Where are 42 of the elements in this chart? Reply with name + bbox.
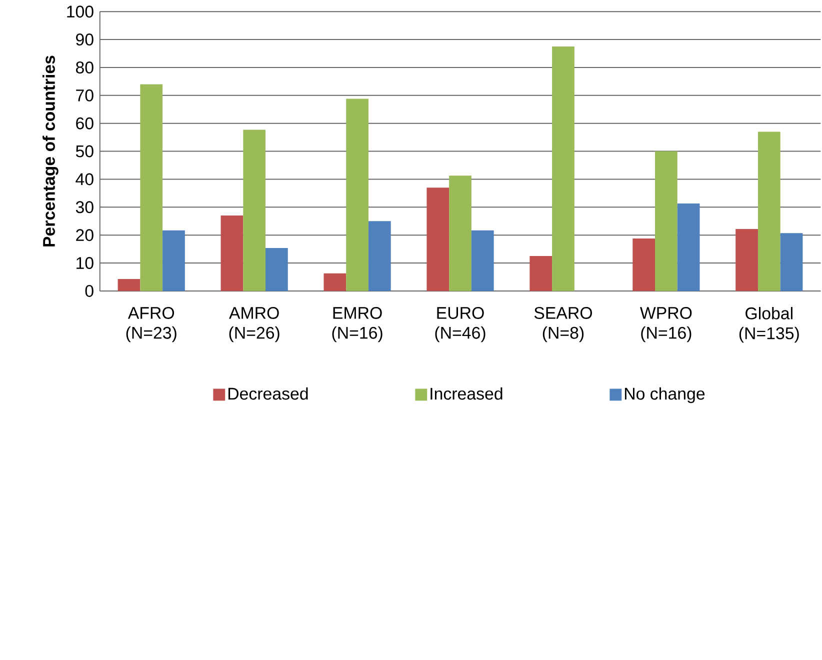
y-tick-label: 80 (76, 62, 94, 74)
bar (552, 46, 574, 292)
y-tick-label: 90 (76, 34, 94, 46)
x-tick-label: AFRO (N=23) (126, 307, 176, 342)
bar (324, 274, 346, 292)
bar (530, 256, 552, 292)
y-tick-label: 40 (76, 173, 94, 186)
y-tick-label: 30 (76, 201, 94, 214)
legend-label: Decreased (228, 387, 308, 400)
bar (655, 151, 678, 292)
bar (118, 279, 140, 292)
bar (346, 98, 368, 292)
bar (266, 248, 288, 292)
y-tick-label: 70 (76, 90, 94, 102)
bar (449, 176, 472, 292)
bar (220, 216, 244, 292)
legend-label: No change (624, 387, 705, 404)
y-axis-title: Percentage of countries (42, 56, 58, 247)
y-tick-label: 60 (76, 118, 94, 130)
legend-label: Increased (430, 387, 502, 400)
bar (140, 84, 163, 292)
x-tick-label: Global (N=135) (739, 307, 799, 343)
bar (368, 221, 391, 292)
y-tick-label: 10 (76, 257, 94, 270)
bar (632, 238, 655, 292)
x-tick-label: EMRO (N=16) (332, 307, 382, 342)
y-tick-label: 100 (67, 6, 94, 18)
bar (736, 229, 758, 292)
y-tick-label: 0 (85, 285, 94, 298)
bar (471, 230, 494, 292)
x-tick-label: WPRO (N=16) (640, 307, 692, 342)
bar (780, 233, 803, 292)
x-tick-label: EURO (N=46) (435, 307, 486, 342)
y-tick-label: 50 (76, 145, 94, 158)
bar (677, 204, 700, 292)
x-tick-label: SEARO (N=8) (534, 307, 592, 342)
x-tick-label: AMRO (N=26) (229, 307, 280, 342)
bar (162, 230, 185, 292)
bar (758, 132, 780, 292)
y-tick-label: 20 (76, 229, 94, 242)
bar (426, 188, 450, 292)
bar (243, 130, 266, 292)
